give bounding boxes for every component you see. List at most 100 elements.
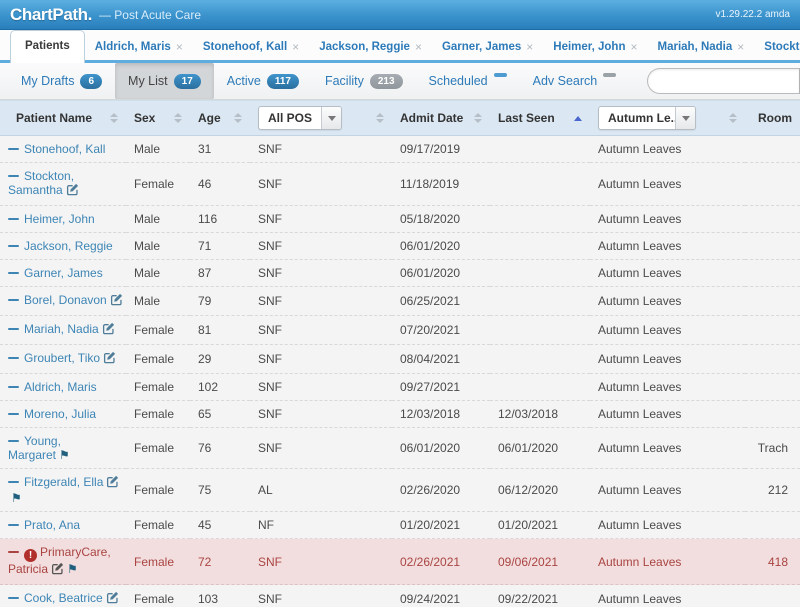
patient-name-link[interactable]: Jackson, Reggie [24, 239, 113, 253]
sex-cell: Female [126, 401, 190, 428]
patient-name-link[interactable]: Fitzgerald, Ella [24, 475, 103, 489]
patient-row[interactable]: Garner, James Male 87 SNF 06/01/2020 Aut… [0, 260, 800, 287]
edit-note-icon[interactable] [106, 591, 119, 607]
close-icon[interactable]: × [292, 40, 299, 54]
patient-row[interactable]: Jackson, Reggie Male 71 SNF 06/01/2020 A… [0, 233, 800, 260]
close-icon[interactable]: × [526, 40, 533, 54]
patient-row[interactable]: Stockton, Samantha Female 46 SNF 11/18/2… [0, 163, 800, 206]
patient-row[interactable]: Borel, Donavon Male 79 SNF 06/25/2021 Au… [0, 287, 800, 316]
app-logo[interactable]: ChartPath. [10, 5, 92, 25]
patient-row[interactable]: Mariah, Nadia Female 81 SNF 07/20/2021 A… [0, 316, 800, 345]
filter-tab[interactable]: Adv Search [520, 63, 630, 99]
pos-cell: AL [250, 469, 392, 512]
close-icon[interactable]: × [737, 40, 744, 54]
edit-note-icon[interactable] [103, 351, 116, 367]
sort-icon[interactable] [376, 113, 384, 123]
minus-icon[interactable] [8, 597, 19, 599]
edit-note-icon[interactable] [106, 475, 119, 491]
facility-cell: Autumn Leaves [590, 428, 745, 469]
patient-name-link[interactable]: Mariah, Nadia [24, 322, 99, 336]
minus-icon[interactable] [8, 413, 19, 415]
patient-row[interactable]: Heimer, John Male 116 SNF 05/18/2020 Aut… [0, 206, 800, 233]
minus-icon[interactable] [8, 524, 19, 526]
column-header-last-seen[interactable]: Last Seen [490, 101, 590, 136]
patient-name-link[interactable]: Groubert, Tiko [24, 351, 100, 365]
patient-tab[interactable]: Aldrich, Maris × [85, 33, 193, 60]
filter-tab[interactable]: My Drafts 6 [8, 63, 115, 99]
filter-tab[interactable]: Scheduled [416, 63, 520, 99]
sort-icon[interactable] [110, 113, 118, 123]
patient-row[interactable]: Moreno, Julia Female 65 SNF 12/03/2018 1… [0, 401, 800, 428]
sort-icon[interactable] [729, 113, 737, 123]
minus-icon[interactable] [8, 357, 19, 359]
patient-row[interactable]: Stonehoof, Kall Male 31 SNF 09/17/2019 A… [0, 136, 800, 163]
column-header-sex[interactable]: Sex [126, 101, 190, 136]
patient-name-link[interactable]: Stockton, Samantha [8, 169, 74, 197]
minus-icon[interactable] [8, 148, 19, 150]
patient-tab[interactable]: Stonehoof, Kall × [193, 33, 309, 60]
column-header-room[interactable]: Room [745, 101, 800, 136]
close-icon[interactable]: × [176, 40, 183, 54]
room-cell: 212 [745, 469, 800, 512]
minus-icon[interactable] [8, 551, 19, 553]
patient-tab[interactable]: Jackson, Reggie × [309, 33, 432, 60]
edit-note-icon[interactable] [110, 293, 123, 309]
patient-name-link[interactable]: Aldrich, Maris [24, 380, 97, 394]
minus-icon[interactable] [8, 386, 19, 388]
patient-name-link[interactable]: Moreno, Julia [24, 407, 96, 421]
patient-name-link[interactable]: Borel, Donavon [24, 293, 107, 307]
patient-name-link[interactable]: Garner, James [24, 266, 103, 280]
edit-note-icon[interactable] [102, 322, 115, 338]
patient-tab[interactable]: Garner, James × [432, 33, 543, 60]
filter-tab[interactable]: Facility 213 [312, 63, 416, 99]
sort-icon[interactable] [234, 113, 242, 123]
minus-icon[interactable] [8, 218, 19, 220]
patient-name-link[interactable]: Stonehoof, Kall [24, 142, 105, 156]
close-icon[interactable]: × [415, 40, 422, 54]
patient-name-cell: !PrimaryCare, Patricia⚑ [0, 539, 126, 585]
patient-row[interactable]: Aldrich, Maris Female 102 SNF 09/27/2021… [0, 374, 800, 401]
column-header-admit-date[interactable]: Admit Date [392, 101, 490, 136]
minus-icon[interactable] [8, 299, 19, 301]
age-cell: 46 [190, 163, 250, 206]
patient-row[interactable]: Groubert, Tiko Female 29 SNF 08/04/2021 … [0, 345, 800, 374]
patient-row[interactable]: Prato, Ana Female 45 NF 01/20/2021 01/20… [0, 512, 800, 539]
close-icon[interactable]: × [630, 40, 637, 54]
pos-filter-dropdown[interactable]: All POS [258, 106, 342, 130]
chevron-down-icon [675, 107, 695, 129]
minus-icon[interactable] [8, 328, 19, 330]
patient-tab[interactable]: Mariah, Nadia × [648, 33, 755, 60]
patient-search-input[interactable] [647, 68, 799, 94]
patient-name-link[interactable]: Cook, Beatrice [24, 591, 103, 605]
column-header-patient-name[interactable]: Patient Name [0, 101, 126, 136]
patient-name-link[interactable]: Heimer, John [24, 212, 95, 226]
patient-row[interactable]: Fitzgerald, Ella⚑ Female 75 AL 02/26/202… [0, 469, 800, 512]
patient-row[interactable]: !PrimaryCare, Patricia⚑ Female 72 SNF 02… [0, 539, 800, 585]
tab-patients[interactable]: Patients [10, 30, 85, 63]
age-cell: 103 [190, 585, 250, 607]
patient-name-cell: Heimer, John [0, 206, 126, 233]
patient-tab[interactable]: Stockton, Samantha × [754, 33, 800, 60]
edit-note-icon[interactable] [66, 183, 79, 199]
last-seen-cell [490, 163, 590, 206]
edit-note-icon[interactable] [51, 562, 64, 578]
sort-icon[interactable] [474, 113, 482, 123]
minus-icon[interactable] [8, 175, 19, 177]
minus-icon[interactable] [8, 272, 19, 274]
minus-icon[interactable] [8, 245, 19, 247]
patient-row[interactable]: Young, Margaret⚑ Female 76 SNF 06/01/202… [0, 428, 800, 469]
sort-icon[interactable] [174, 113, 182, 123]
minus-icon[interactable] [8, 481, 19, 483]
filter-tab[interactable]: Active 117 [214, 63, 312, 99]
minus-icon[interactable] [8, 440, 19, 442]
column-label: Patient Name [16, 111, 92, 125]
patient-row[interactable]: Cook, Beatrice Female 103 SNF 09/24/2021… [0, 585, 800, 607]
column-header-age[interactable]: Age [190, 101, 250, 136]
patient-name-cell: Young, Margaret⚑ [0, 428, 126, 469]
filter-tab[interactable]: My List 17 [115, 63, 214, 99]
patient-name-link[interactable]: Young, Margaret [8, 434, 61, 462]
patient-tab[interactable]: Heimer, John × [543, 33, 647, 60]
patient-name-link[interactable]: Prato, Ana [24, 518, 80, 532]
sort-asc-icon[interactable] [574, 116, 582, 121]
facility-filter-dropdown[interactable]: Autumn Le... [598, 106, 696, 130]
